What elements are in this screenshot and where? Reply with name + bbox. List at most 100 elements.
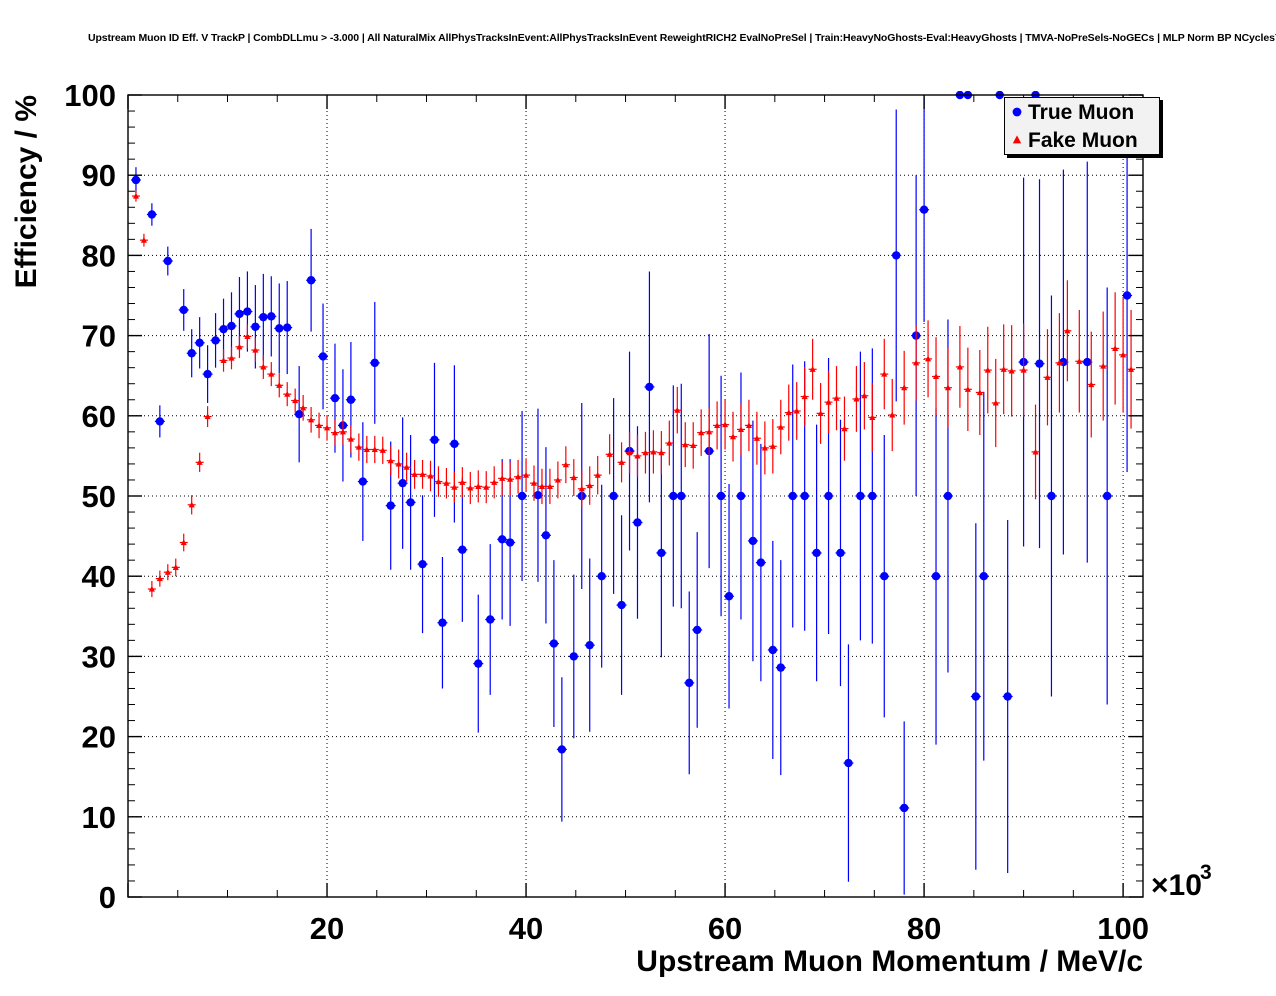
marker-circle [899, 803, 909, 813]
marker-circle [1102, 491, 1112, 501]
marker-triangle [1008, 367, 1015, 374]
data-point [179, 533, 188, 552]
data-point [323, 415, 332, 441]
data-point [593, 455, 602, 495]
marker-triangle [570, 474, 577, 481]
marker-triangle [491, 479, 498, 485]
marker-triangle [698, 429, 705, 436]
marker-triangle [387, 457, 394, 464]
data-layer [130, 91, 1136, 895]
marker-triangle [467, 484, 474, 491]
marker-circle [203, 369, 212, 379]
data-point [402, 452, 411, 482]
data-point [577, 469, 586, 509]
data-point [267, 362, 276, 387]
data-point [713, 401, 722, 450]
marker-triangle [331, 429, 339, 436]
y-tick-label: 80 [82, 238, 116, 273]
data-point [755, 443, 766, 682]
data-point [259, 354, 268, 379]
marker-circle [756, 558, 766, 567]
marker-circle [275, 324, 284, 333]
marker-triangle [220, 357, 227, 364]
y-tick-label: 20 [82, 720, 116, 755]
data-point [891, 109, 902, 402]
marker-circle [880, 572, 889, 581]
marker-triangle [1056, 359, 1063, 366]
marker-triangle [339, 428, 346, 435]
data-point [442, 467, 451, 499]
marker-circle [971, 692, 981, 701]
marker-triangle [507, 475, 514, 482]
marker-triangle [578, 485, 585, 492]
marker-triangle [530, 479, 538, 486]
marker-triangle [1112, 345, 1119, 351]
data-point [473, 594, 484, 733]
marker-triangle [682, 441, 689, 448]
data-point [266, 276, 277, 357]
marker-triangle [411, 471, 418, 477]
marker-circle [179, 305, 188, 315]
data-point [649, 430, 658, 474]
data-point [665, 420, 674, 466]
marker-triangle [308, 416, 315, 423]
data-point [747, 420, 758, 662]
marker-circle [219, 324, 228, 334]
data-point [195, 452, 204, 472]
data-point [203, 406, 212, 428]
axes-frame [127, 94, 1144, 898]
data-point [919, 97, 930, 322]
data-point [474, 470, 483, 503]
marker-triangle [252, 346, 259, 353]
data-point [684, 591, 695, 775]
data-point [808, 338, 817, 400]
data-point [568, 574, 579, 739]
data-point [299, 394, 308, 421]
marker-circle [163, 256, 172, 266]
data-point [767, 540, 778, 760]
data-point [991, 358, 1000, 448]
marker-triangle [1020, 366, 1027, 373]
blue-circle-marker-icon [1009, 104, 1025, 120]
marker-triangle [825, 398, 832, 405]
x-tick-label: 40 [509, 911, 543, 946]
marker-circle [800, 491, 809, 501]
marker-triangle [618, 459, 625, 465]
marker-triangle [809, 366, 816, 372]
x-exponent-base: ×10 [1151, 869, 1202, 902]
marker-triangle [355, 443, 362, 450]
marker-triangle [268, 370, 275, 377]
marker-circle [931, 572, 941, 581]
marker-circle [617, 600, 626, 610]
data-point [397, 417, 408, 549]
marker-circle [645, 382, 654, 392]
data-point [787, 364, 798, 628]
data-point [697, 409, 706, 456]
data-point [608, 398, 619, 594]
marker-triangle [1076, 358, 1083, 364]
data-point [644, 271, 655, 503]
marker-circle [418, 559, 427, 569]
data-point [692, 532, 703, 728]
data-point [1122, 119, 1133, 472]
data-point [811, 424, 822, 682]
data-point [275, 373, 284, 398]
marker-triangle [276, 382, 283, 388]
marker-triangle [594, 471, 601, 478]
marker-triangle [992, 399, 999, 406]
legend: True Muon Fake Muon [1004, 97, 1160, 155]
marker-circle [283, 323, 292, 332]
data-point [378, 436, 387, 464]
y-tick-label: 60 [82, 399, 116, 434]
data-point [585, 466, 594, 505]
marker-triangle [148, 585, 155, 592]
marker-triangle [745, 422, 752, 428]
legend-label-fake-muon: Fake Muon [1028, 128, 1138, 152]
marker-circle [211, 336, 220, 345]
data-point [434, 466, 443, 497]
data-point [1002, 520, 1013, 873]
data-point [458, 467, 467, 498]
data-point [880, 338, 889, 410]
data-point [721, 399, 730, 450]
marker-circle [251, 322, 260, 331]
